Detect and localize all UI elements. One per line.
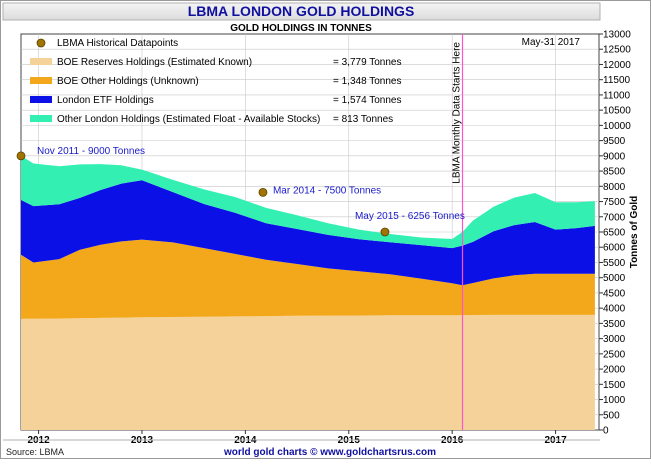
area-other-london — [21, 155, 595, 249]
y-tick-label: 12000 — [603, 60, 631, 71]
y-tick-label: 5500 — [603, 258, 626, 269]
legend-swatch — [30, 96, 52, 103]
y-tick-label: 2500 — [603, 349, 626, 360]
y-axis: 0 500 1000 1500 2000 2500 3000 3500 4000 4500 5000… — [599, 30, 631, 437]
date-label: May-31 2017 — [522, 37, 581, 48]
vline-label: LBMA Monthly Data Starts Here — [452, 42, 463, 184]
y-tick-label: 0 — [603, 426, 609, 437]
datapoint-marker — [380, 227, 390, 237]
legend-label: LBMA Historical Datapoints — [57, 38, 178, 49]
y-tick-label: 9000 — [603, 151, 626, 162]
y-tick-label: 7000 — [603, 212, 626, 223]
legend-label: London ETF Holdings — [57, 95, 154, 106]
y-tick-label: 6500 — [603, 228, 626, 239]
datapoint-marker — [16, 151, 26, 161]
y-tick-label: 11500 — [603, 75, 631, 86]
legend-value: = 813 Tonnes — [333, 114, 393, 125]
area-boe-reserves — [21, 314, 595, 430]
chart-title: LBMA LONDON GOLD HOLDINGS — [188, 3, 415, 19]
datapoint-marker — [258, 187, 268, 197]
y-tick-label: 6000 — [603, 243, 626, 254]
y-tick-label: 12500 — [603, 45, 631, 56]
y-tick-label: 1000 — [603, 395, 626, 406]
y-tick-label: 2000 — [603, 365, 626, 376]
y-tick-label: 8000 — [603, 182, 626, 193]
legend-swatch — [30, 77, 52, 84]
legend-marker-swatch — [36, 38, 46, 48]
legend-swatch — [30, 115, 52, 122]
datapoint-label: Nov 2011 - 9000 Tonnes — [37, 146, 145, 157]
y-tick-label: 4000 — [603, 304, 626, 315]
y-tick-label: 9500 — [603, 136, 626, 147]
y-tick-label: 1500 — [603, 380, 626, 391]
footer-credit: world gold charts © www.goldchartsrus.co… — [223, 447, 436, 458]
datapoint-label: May 2015 - 6256 Tonnes — [355, 211, 465, 222]
stacked-areas — [21, 155, 595, 430]
y-tick-label: 11000 — [603, 90, 631, 101]
y-tick-label: 8500 — [603, 167, 626, 178]
y-tick-label: 5000 — [603, 273, 626, 284]
title-bar — [2, 2, 601, 21]
chart-subtitle: GOLD HOLDINGS IN TONNES — [230, 23, 372, 34]
legend-label: Other London Holdings (Estimated Float -… — [57, 114, 320, 125]
legend-swatch — [30, 58, 52, 65]
footer-source: Source: LBMA — [6, 447, 64, 457]
y-tick-label: 10500 — [603, 106, 631, 117]
legend-value: = 3,779 Tonnes — [333, 57, 402, 68]
legend-value: = 1,348 Tonnes — [333, 76, 402, 87]
legend-value: = 1,574 Tonnes — [333, 95, 402, 106]
y-tick-label: 3500 — [603, 319, 626, 330]
y-tick-label: 13000 — [603, 30, 631, 41]
area-london-etf — [21, 180, 595, 286]
legend: LBMA Historical Datapoints BOE Reserves H… — [30, 38, 402, 125]
y-tick-label: 10000 — [603, 121, 631, 132]
legend-label: BOE Reserves Holdings (Estimated Known) — [57, 57, 252, 68]
historical-datapoints: Nov 2011 - 9000 Tonnes Mar 2014 - 7500 To… — [16, 146, 465, 237]
y-tick-label: 3000 — [603, 334, 626, 345]
y-axis-label: Tonnes of Gold — [629, 196, 640, 269]
y-tick-label: 500 — [603, 410, 620, 421]
datapoint-label: Mar 2014 - 7500 Tonnes — [273, 185, 381, 196]
area-boe-other — [21, 239, 595, 319]
y-tick-label: 4500 — [603, 288, 626, 299]
y-tick-label: 7500 — [603, 197, 626, 208]
legend-label: BOE Other Holdings (Unknown) — [57, 76, 199, 87]
